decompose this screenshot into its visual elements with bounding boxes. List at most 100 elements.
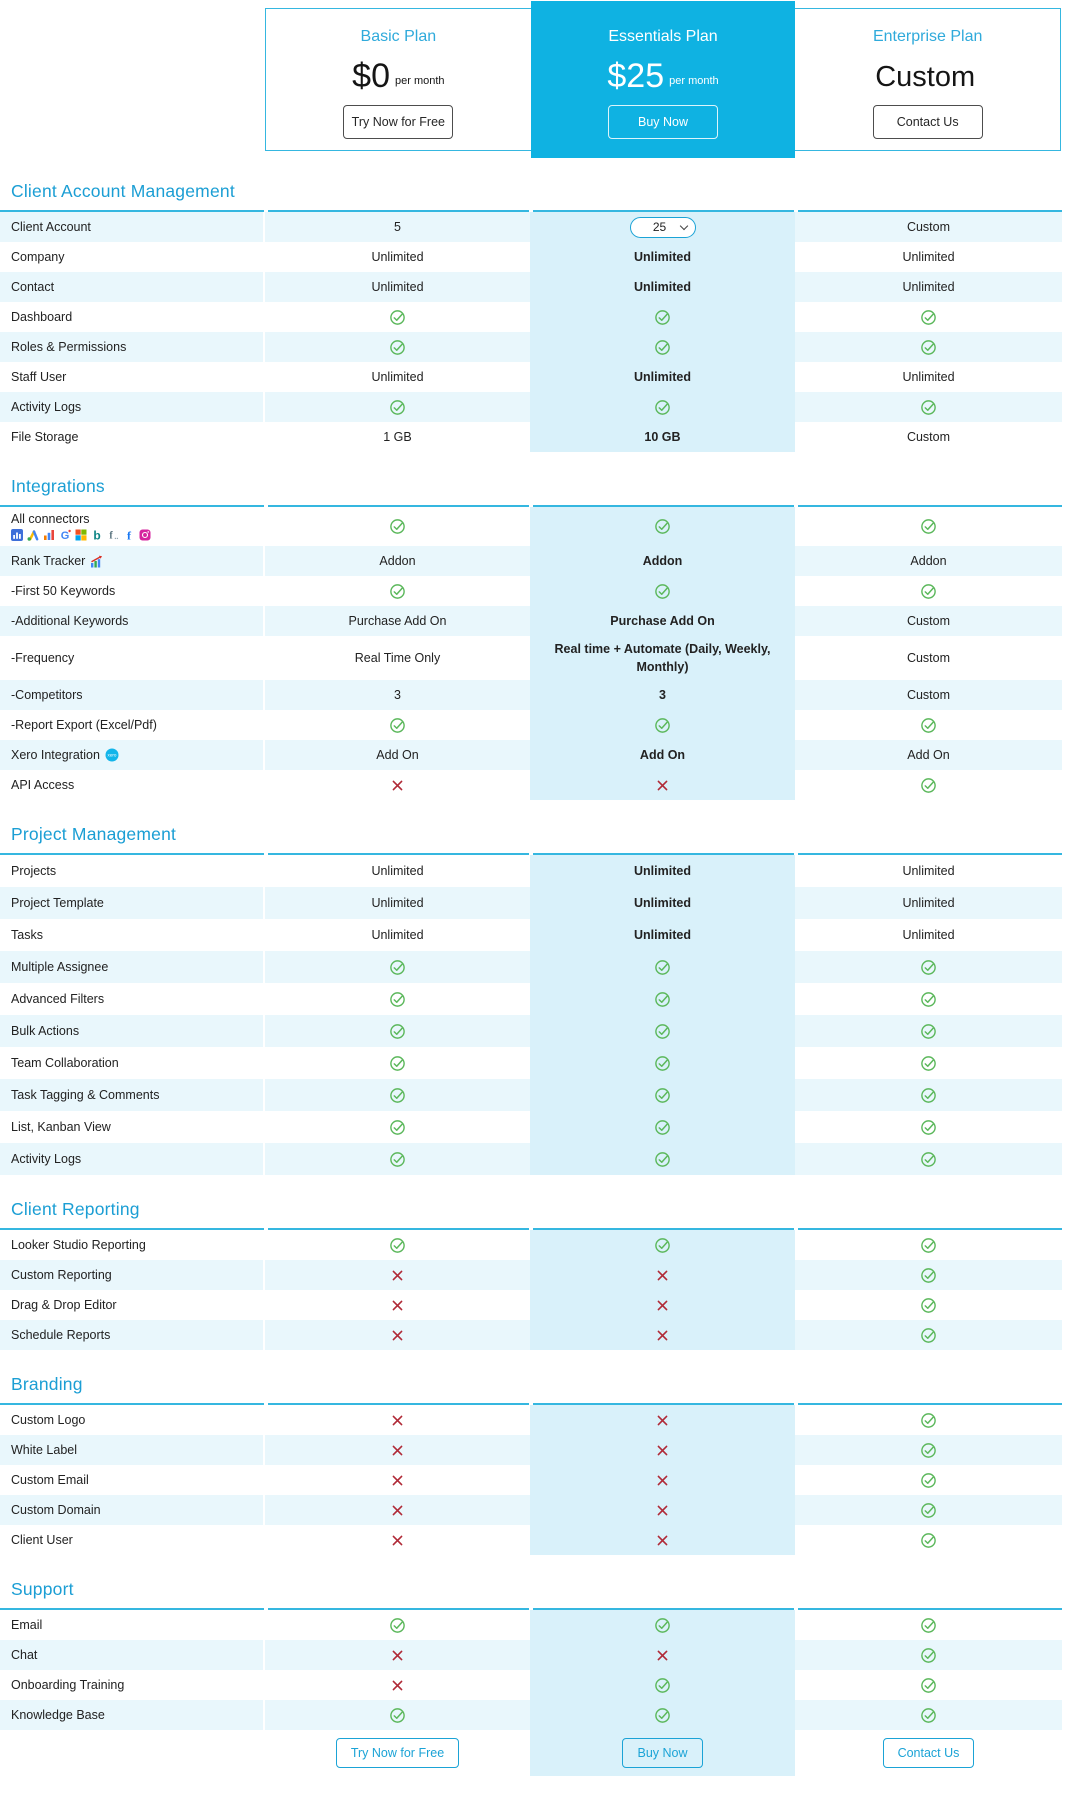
- svg-text:G: G: [61, 530, 70, 541]
- basic-footer-cta-button[interactable]: Try Now for Free: [335, 1738, 460, 1769]
- check-icon: [920, 1472, 937, 1489]
- cross-icon: [657, 1475, 668, 1486]
- feature-label-cell: File Storage: [0, 422, 265, 452]
- feature-value: Add On: [376, 748, 419, 763]
- check-icon: [654, 518, 671, 535]
- feature-label-cell: Knowledge Base: [0, 1700, 265, 1731]
- enterprise-value-cell: [795, 1640, 1062, 1670]
- feature-label: Company: [11, 250, 65, 264]
- bing-icon: b: [91, 529, 103, 541]
- basic-value-cell: Purchase Add On: [265, 606, 530, 636]
- check-icon: [654, 1707, 671, 1724]
- feature-value: Custom: [906, 688, 951, 703]
- feature-label: Onboarding Training: [11, 1678, 125, 1693]
- feature-label: Dashboard: [11, 310, 73, 324]
- enterprise-value-cell: [795, 1700, 1062, 1730]
- price-amount: $25: [607, 57, 665, 95]
- plan-title-essentials: Essentials Plan: [608, 28, 718, 45]
- cross-icon: [392, 1535, 403, 1546]
- feature-row: Task Tagging & Comments: [0, 1079, 1062, 1112]
- feature-row: Project Template Unlimited Unlimited Unlimi…: [0, 887, 1062, 920]
- xero-icon: xero: [105, 748, 119, 762]
- basic-value-cell: [265, 1290, 530, 1320]
- enterprise-value-cell: [795, 332, 1062, 362]
- google-ads-icon: [27, 529, 39, 541]
- enterprise-value-cell: [795, 710, 1062, 740]
- cross-icon: [392, 1650, 403, 1661]
- feature-label: Bulk Actions: [11, 1024, 80, 1039]
- feature-label-cell: Roles & Permissions: [0, 332, 265, 362]
- basic-value-cell: [265, 576, 530, 606]
- basic-cta-button[interactable]: Try Now for Free: [343, 105, 454, 139]
- feature-row: Rank Tracker Addon Addon Addon: [0, 546, 1062, 576]
- basic-value-cell: [265, 1320, 530, 1350]
- feature-value: Custom: [906, 219, 951, 234]
- feature-row: Bulk Actions: [0, 1015, 1062, 1048]
- check-icon: [920, 1647, 937, 1664]
- enterprise-cta-button[interactable]: Contact Us: [872, 105, 983, 139]
- essentials-value-cell: [530, 576, 795, 606]
- client-account-select-pill: 25: [629, 216, 696, 238]
- basic-value-cell: Unlimited: [265, 919, 530, 951]
- check-icon: [920, 1412, 937, 1429]
- essentials-value-cell: 3: [530, 680, 795, 711]
- feature-value: Unlimited: [902, 864, 955, 879]
- feature-label: List, Kanban View: [11, 1120, 111, 1135]
- feature-label-cell: Onboarding Training: [0, 1670, 265, 1701]
- feature-row: Contact Unlimited Unlimited Unlimited: [0, 272, 1062, 302]
- feature-label-cell: Custom Reporting: [0, 1260, 265, 1291]
- plan-price-basic: $0 per month: [352, 54, 444, 94]
- basic-value-cell: [265, 1405, 530, 1435]
- feature-row: Custom Email: [0, 1465, 1062, 1496]
- feature-label-cell: Team Collaboration: [0, 1047, 265, 1080]
- client-account-select[interactable]: 25: [638, 220, 681, 234]
- feature-label-cell: Activity Logs: [0, 392, 265, 422]
- feature-label-cell: Drag & Drop Editor: [0, 1290, 265, 1321]
- enterprise-footer-cta-button[interactable]: Contact Us: [882, 1738, 975, 1769]
- enterprise-value-cell: [795, 1670, 1062, 1700]
- feature-value: Real Time Only: [354, 651, 441, 666]
- feature-label: Task Tagging & Comments: [11, 1088, 160, 1103]
- essentials-value-cell: Unlimited: [530, 855, 795, 888]
- feature-label: Project Template: [11, 896, 104, 911]
- feature-value: Unlimited: [371, 369, 424, 384]
- feature-label: All connectors: [11, 512, 90, 526]
- feature-row: -Competitors 3 3 Custom: [0, 680, 1062, 711]
- basic-footer-cell: Try Now for Free: [265, 1730, 530, 1776]
- feature-value: Unlimited: [634, 896, 691, 911]
- feature-label-cell: White Label: [0, 1435, 265, 1466]
- analytics-bars-icon: [43, 529, 55, 541]
- essentials-value-cell: 10 GB: [530, 422, 795, 452]
- section-title: Support: [11, 1579, 74, 1600]
- feature-label: Tasks: [11, 928, 43, 943]
- essentials-cta-button[interactable]: Buy Now: [608, 105, 718, 139]
- essentials-value-cell: [530, 1670, 795, 1701]
- feature-label: Looker Studio Reporting: [11, 1238, 146, 1253]
- check-icon: [920, 1151, 937, 1168]
- basic-value-cell: [265, 983, 530, 1015]
- feature-label-cell: API Access: [0, 770, 265, 801]
- basic-value-cell: [265, 1495, 530, 1525]
- enterprise-value-cell: Custom: [795, 680, 1062, 710]
- feature-value: Purchase Add On: [348, 613, 447, 628]
- feature-label: -Report Export (Excel/Pdf): [11, 718, 157, 733]
- feature-row: Custom Reporting: [0, 1260, 1062, 1291]
- google-analytics-icon: [11, 529, 23, 541]
- search-console-icon: G: [59, 529, 71, 541]
- feature-row: Xero Integration xero Add On Add On Add On: [0, 740, 1062, 771]
- enterprise-value-cell: [795, 1610, 1062, 1640]
- feature-label-cell: -Frequency: [0, 636, 265, 681]
- check-icon: [389, 1237, 406, 1254]
- essentials-footer-cta-button[interactable]: Buy Now: [622, 1738, 703, 1769]
- feature-label: Knowledge Base: [11, 1708, 105, 1723]
- enterprise-value-cell: [795, 1047, 1062, 1079]
- feature-label: Schedule Reports: [11, 1328, 111, 1343]
- check-icon: [389, 399, 406, 416]
- enterprise-value-cell: Unlimited: [795, 887, 1062, 919]
- feature-row: Drag & Drop Editor: [0, 1290, 1062, 1321]
- feature-row: Client Account 5 25 Custom: [0, 212, 1062, 242]
- rank-tracker-icon: [90, 555, 104, 568]
